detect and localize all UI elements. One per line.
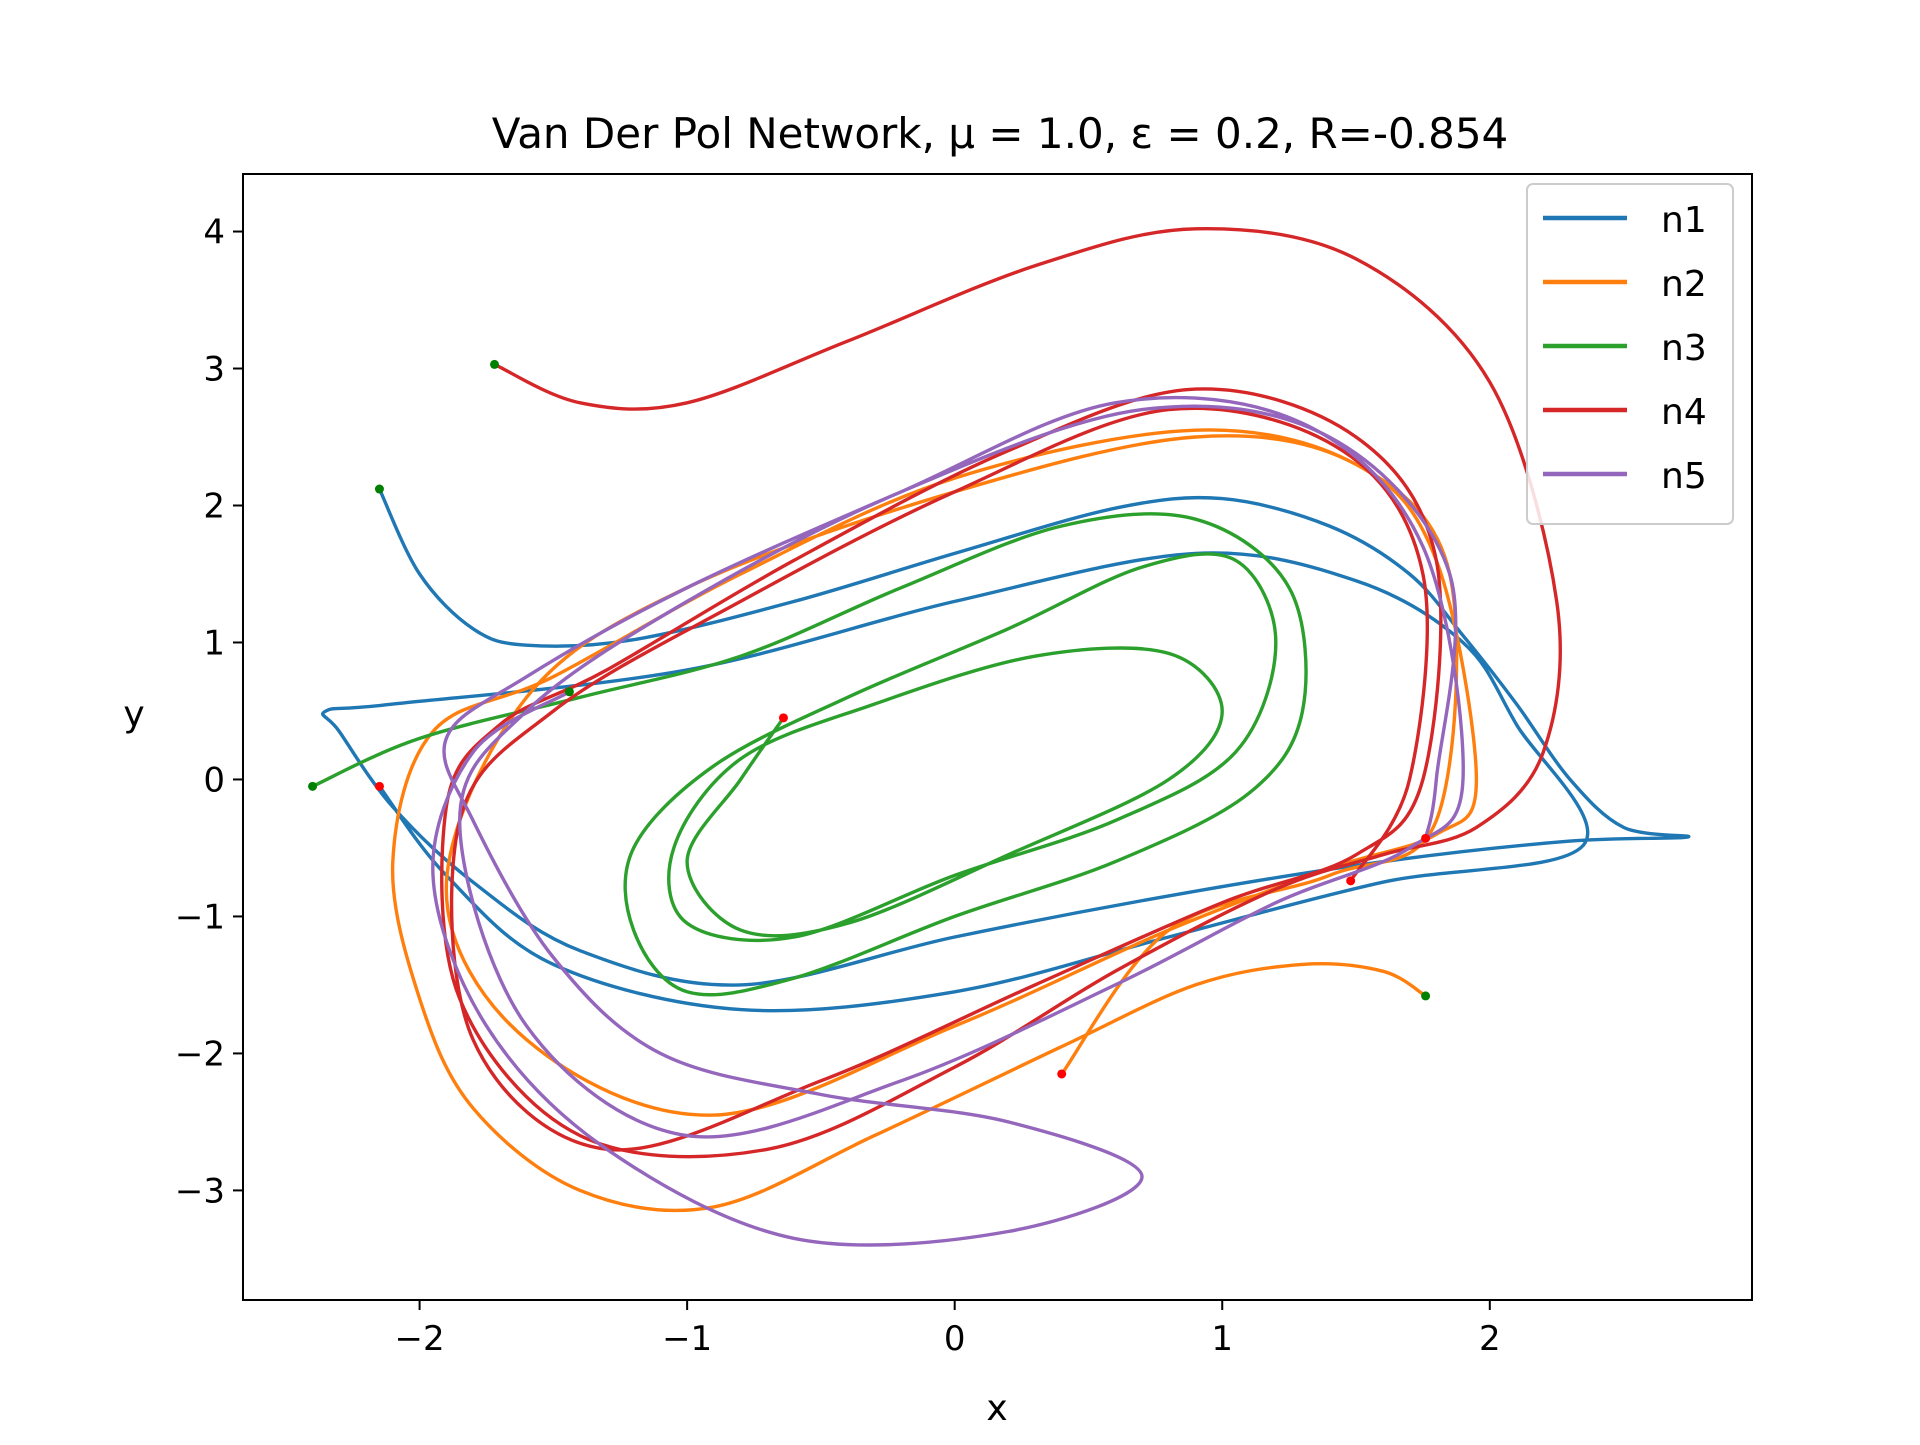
x-axis-label: x [986, 1388, 1007, 1429]
series-line-n5 [431, 395, 1465, 1247]
series-line-n4 [440, 226, 1562, 1159]
x-tick-label: 2 [1479, 1319, 1501, 1359]
y-tick-label: 0 [203, 760, 225, 800]
series-line-n1 [320, 487, 1691, 1013]
series-layer [310, 226, 1691, 1247]
legend-box [1526, 183, 1734, 525]
start-marker-n4 [490, 359, 499, 369]
y-tick-label: 2 [203, 486, 225, 526]
x-axis-ticks: −2 −1 0 1 2 [395, 1300, 1501, 1359]
y-tick-label: 3 [203, 350, 225, 390]
y-tick-label: 4 [203, 213, 225, 253]
y-tick-label: −1 [175, 897, 225, 937]
y-axis-ticks: −3 −2 −1 0 1 2 3 4 [175, 213, 243, 1211]
start-marker-n5 [564, 687, 574, 697]
x-tick-label: −2 [395, 1319, 445, 1359]
start-marker-n2 [1421, 991, 1431, 1001]
y-axis-label: y [123, 694, 144, 735]
y-tick-label: −3 [175, 1171, 225, 1211]
series-line-n2 [390, 428, 1479, 1213]
end-marker-n1 [374, 781, 384, 791]
marker-layer [308, 359, 1431, 1079]
y-tick-label: −2 [175, 1034, 225, 1074]
legend-label-n4: n4 [1661, 392, 1707, 433]
x-tick-label: −1 [662, 1319, 712, 1359]
end-marker-n5 [1421, 833, 1431, 843]
legend-label-n3: n3 [1661, 328, 1707, 369]
series-line-n3 [310, 512, 1308, 997]
chart-title: Van Der Pol Network, μ = 1.0, ε = 0.2, R… [492, 109, 1509, 158]
y-tick-label: 1 [203, 623, 225, 663]
legend-label-n1: n1 [1661, 200, 1707, 241]
end-marker-n3 [778, 713, 788, 723]
plot-frame [242, 173, 1753, 1301]
legend-label-n5: n5 [1661, 456, 1707, 497]
x-tick-label: 0 [944, 1319, 966, 1359]
end-marker-n4 [1346, 876, 1356, 886]
start-marker-n3 [308, 781, 318, 791]
legend-label-n2: n2 [1661, 264, 1707, 305]
x-tick-label: 1 [1211, 1319, 1233, 1359]
legend: n1 n2 n3 n4 n5 [1526, 183, 1734, 525]
end-marker-n2 [1057, 1069, 1067, 1079]
start-marker-n1 [374, 484, 384, 494]
